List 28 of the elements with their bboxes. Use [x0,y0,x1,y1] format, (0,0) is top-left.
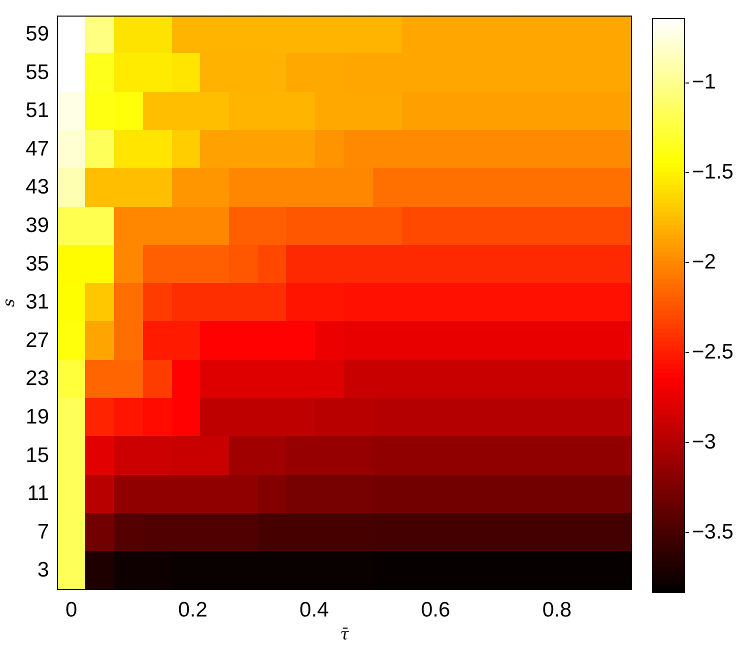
x-axis-title: τ̄ [340,624,350,644]
y-tick-label: 39 [26,214,49,238]
y-tick-label: 55 [26,60,49,84]
y-tick-label: 35 [26,252,49,276]
x-tick-label: 0.2 [178,598,208,622]
color-bar-label: −2.5 [692,340,734,364]
y-tick-label: 51 [26,99,49,122]
y-tick-label: 15 [26,444,49,467]
x-tick-label: 0.6 [420,598,450,622]
y-tick-label: 23 [26,367,49,390]
y-tick-label: 11 [27,482,49,506]
x-tick-label: 0.4 [300,598,330,622]
color-bar-label: −1 [692,70,716,94]
y-tick-label: 7 [37,520,49,544]
y-axis-title: s [0,298,18,307]
x-tick-label: 0 [66,598,78,622]
y-tick-label: 31 [26,290,49,314]
x-tick-label: 0.8 [542,598,572,622]
color-bar-label: −3 [692,430,716,454]
y-tick-label: 19 [26,405,49,428]
y-tick-label: 27 [26,328,49,352]
y-tick-label: 47 [26,137,49,160]
color-bar-label: −2 [692,250,716,274]
color-bar-label: −1.5 [692,160,734,184]
y-tick-label: 59 [26,22,49,46]
y-tick-label: 43 [26,176,49,199]
color-bar-label: −3.5 [692,520,734,544]
y-tick-label: 3 [37,558,49,582]
